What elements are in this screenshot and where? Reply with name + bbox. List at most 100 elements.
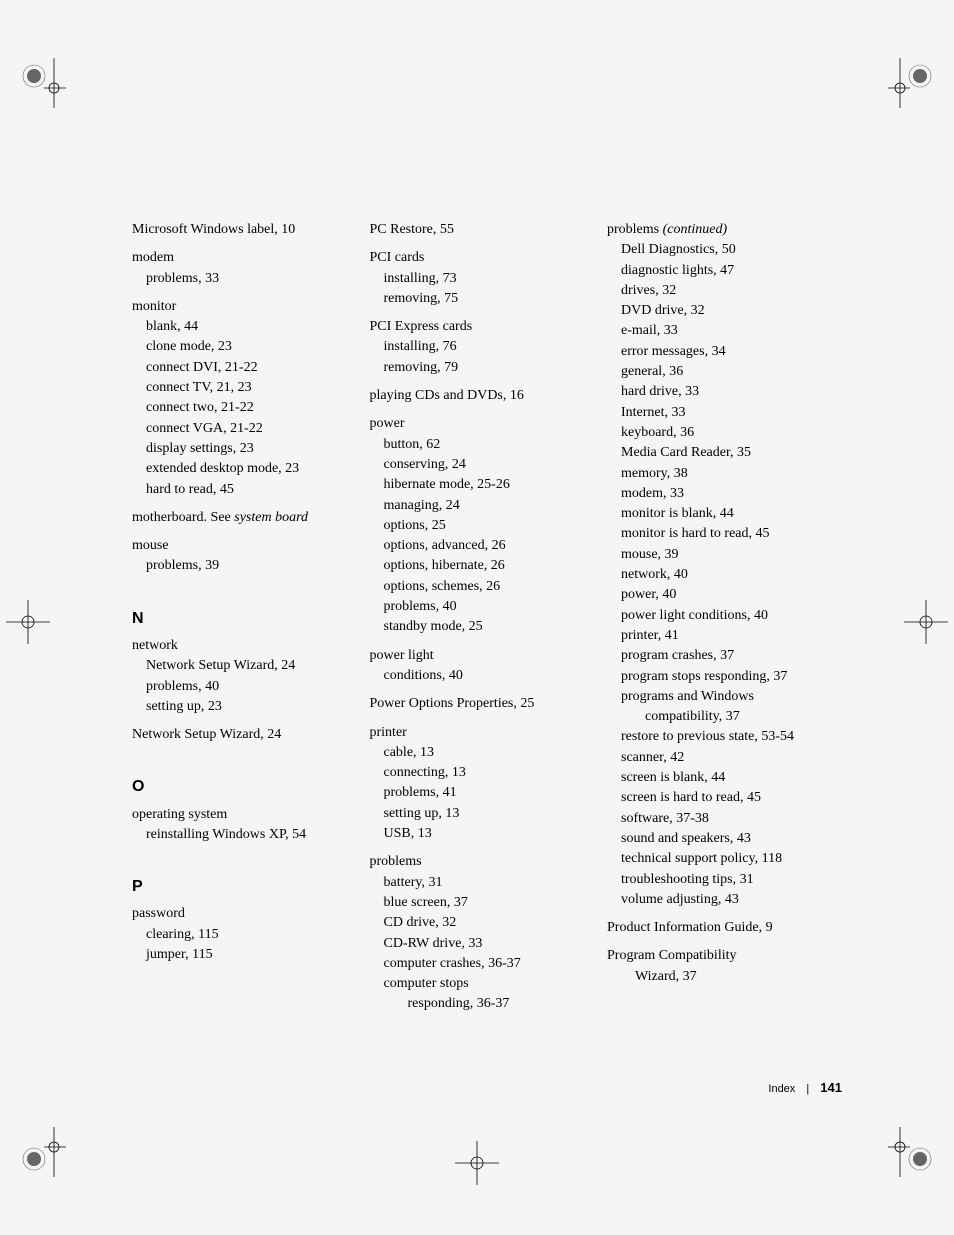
index-column-2: PC Restore, 55 PCI cards installing, 73 … bbox=[370, 220, 595, 1023]
index-column-1: Microsoft Windows label, 10 modem proble… bbox=[132, 220, 357, 1023]
index-content: Microsoft Windows label, 10 modem proble… bbox=[132, 220, 842, 1023]
index-sub: USB, 13 bbox=[370, 824, 595, 844]
page-number: 141 bbox=[820, 1080, 842, 1095]
page: Microsoft Windows label, 10 modem proble… bbox=[0, 0, 954, 1235]
index-sub: problems, 33 bbox=[132, 269, 357, 289]
footer-separator: | bbox=[806, 1083, 809, 1095]
index-sub: Wizard, 37 bbox=[607, 967, 842, 987]
index-sub: problems, 40 bbox=[132, 677, 357, 697]
index-sub: volume adjusting, 43 bbox=[607, 890, 842, 910]
index-sub: monitor is hard to read, 45 bbox=[607, 524, 842, 544]
index-sub: extended desktop mode, 23 bbox=[132, 459, 357, 479]
reg-mark-icon bbox=[16, 58, 66, 108]
index-column-3: problems (continued) Dell Diagnostics, 5… bbox=[607, 220, 842, 1023]
index-sub: computer stops bbox=[370, 974, 595, 994]
index-sub: jumper, 115 bbox=[132, 945, 357, 965]
index-sub: power, 40 bbox=[607, 585, 842, 605]
index-sub: connect DVI, 21-22 bbox=[132, 358, 357, 378]
index-sub: sound and speakers, 43 bbox=[607, 829, 842, 849]
index-sub: display settings, 23 bbox=[132, 439, 357, 459]
index-term: modem bbox=[132, 248, 357, 268]
index-sub: DVD drive, 32 bbox=[607, 301, 842, 321]
page-footer: Index | 141 bbox=[768, 1080, 842, 1095]
index-sub: error messages, 34 bbox=[607, 342, 842, 362]
index-sub: hard to read, 45 bbox=[132, 480, 357, 500]
index-sub: troubleshooting tips, 31 bbox=[607, 870, 842, 890]
index-sub: monitor is blank, 44 bbox=[607, 504, 842, 524]
index-sub: setting up, 23 bbox=[132, 697, 357, 717]
index-term: playing CDs and DVDs, 16 bbox=[370, 386, 595, 406]
reg-mark-icon bbox=[888, 58, 938, 108]
index-sub: installing, 73 bbox=[370, 269, 595, 289]
index-sub: screen is hard to read, 45 bbox=[607, 788, 842, 808]
index-sub: blank, 44 bbox=[132, 317, 357, 337]
index-sub: clone mode, 23 bbox=[132, 337, 357, 357]
index-sub: connect TV, 21, 23 bbox=[132, 378, 357, 398]
index-sub: conserving, 24 bbox=[370, 455, 595, 475]
index-sub: problems, 41 bbox=[370, 783, 595, 803]
index-sub: options, advanced, 26 bbox=[370, 536, 595, 556]
index-sub: programs and Windows bbox=[607, 687, 842, 707]
index-term: monitor bbox=[132, 297, 357, 317]
index-sub: button, 62 bbox=[370, 435, 595, 455]
index-sub: technical support policy, 118 bbox=[607, 849, 842, 869]
index-sub: program crashes, 37 bbox=[607, 646, 842, 666]
index-sub: reinstalling Windows XP, 54 bbox=[132, 825, 357, 845]
index-sub: software, 37-38 bbox=[607, 809, 842, 829]
footer-section-label: Index bbox=[768, 1083, 795, 1095]
index-sub: problems, 39 bbox=[132, 556, 357, 576]
index-sub: battery, 31 bbox=[370, 873, 595, 893]
index-sub: Network Setup Wizard, 24 bbox=[132, 656, 357, 676]
index-sub: compatibility, 37 bbox=[607, 707, 842, 727]
index-sub: program stops responding, 37 bbox=[607, 667, 842, 687]
index-sub: general, 36 bbox=[607, 362, 842, 382]
index-sub: managing, 24 bbox=[370, 496, 595, 516]
index-term: power light bbox=[370, 646, 595, 666]
index-sub: installing, 76 bbox=[370, 337, 595, 357]
index-sub: memory, 38 bbox=[607, 464, 842, 484]
index-sub: standby mode, 25 bbox=[370, 617, 595, 637]
index-term: problems (continued) bbox=[607, 220, 842, 240]
index-sub: scanner, 42 bbox=[607, 748, 842, 768]
index-sub: options, schemes, 26 bbox=[370, 577, 595, 597]
index-term: motherboard. See system board bbox=[132, 508, 357, 528]
index-sub: CD-RW drive, 33 bbox=[370, 934, 595, 954]
index-sub: conditions, 40 bbox=[370, 666, 595, 686]
index-sub: options, hibernate, 26 bbox=[370, 556, 595, 576]
index-sub: CD drive, 32 bbox=[370, 913, 595, 933]
index-sub: diagnostic lights, 47 bbox=[607, 261, 842, 281]
index-sub: hard drive, 33 bbox=[607, 382, 842, 402]
index-term: PC Restore, 55 bbox=[370, 220, 595, 240]
index-sub: printer, 41 bbox=[607, 626, 842, 646]
reg-mark-icon bbox=[888, 1127, 938, 1177]
index-term: PCI cards bbox=[370, 248, 595, 268]
index-sub: removing, 79 bbox=[370, 358, 595, 378]
index-term: operating system bbox=[132, 805, 357, 825]
index-sub: responding, 36-37 bbox=[370, 994, 595, 1014]
index-sub: computer crashes, 36-37 bbox=[370, 954, 595, 974]
index-sub: problems, 40 bbox=[370, 597, 595, 617]
index-sub: mouse, 39 bbox=[607, 545, 842, 565]
index-sub: clearing, 115 bbox=[132, 925, 357, 945]
index-sub: Dell Diagnostics, 50 bbox=[607, 240, 842, 260]
index-term: password bbox=[132, 904, 357, 924]
index-sub: keyboard, 36 bbox=[607, 423, 842, 443]
index-term: PCI Express cards bbox=[370, 317, 595, 337]
section-heading-p: P bbox=[132, 875, 357, 898]
index-term: mouse bbox=[132, 536, 357, 556]
index-sub: connecting, 13 bbox=[370, 763, 595, 783]
index-sub: blue screen, 37 bbox=[370, 893, 595, 913]
index-sub: power light conditions, 40 bbox=[607, 606, 842, 626]
index-term: Product Information Guide, 9 bbox=[607, 918, 842, 938]
reg-mark-icon bbox=[455, 1141, 499, 1185]
index-term: Power Options Properties, 25 bbox=[370, 694, 595, 714]
index-sub: cable, 13 bbox=[370, 743, 595, 763]
reg-mark-icon bbox=[16, 1127, 66, 1177]
index-term: Microsoft Windows label, 10 bbox=[132, 220, 357, 240]
index-sub: connect two, 21-22 bbox=[132, 398, 357, 418]
index-sub: Media Card Reader, 35 bbox=[607, 443, 842, 463]
index-sub: network, 40 bbox=[607, 565, 842, 585]
index-sub: screen is blank, 44 bbox=[607, 768, 842, 788]
index-sub: Internet, 33 bbox=[607, 403, 842, 423]
index-sub: removing, 75 bbox=[370, 289, 595, 309]
